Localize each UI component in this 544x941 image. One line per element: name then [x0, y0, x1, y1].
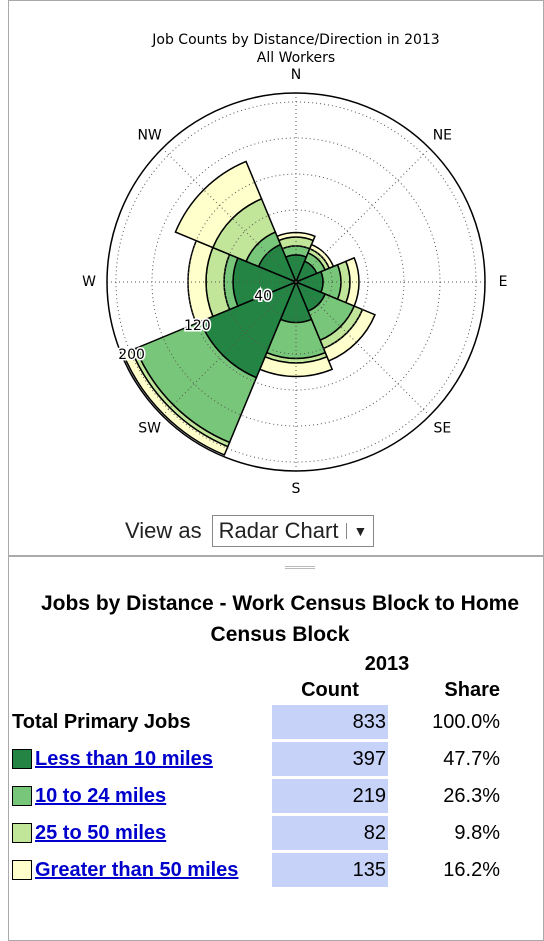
direction-label: S: [292, 481, 301, 497]
count-cell: 135: [272, 853, 388, 887]
count-cell: 397: [272, 742, 388, 776]
share-cell: 16.2%: [443, 858, 500, 881]
legend-link: 25 to 50 miles: [12, 822, 270, 845]
table-row: Less than 10 miles 397 47.7%: [10, 742, 502, 776]
direction-label: W: [82, 274, 96, 290]
direction-label: NE: [433, 128, 452, 144]
outer-circle: [106, 92, 486, 472]
column-header: Count: [301, 679, 359, 701]
r-tick-label: 120: [184, 318, 211, 334]
row-link[interactable]: 25 to 50 miles: [35, 821, 167, 844]
year: 2013: [364, 653, 410, 675]
wedge-segment: [122, 349, 229, 456]
table-title: Jobs by Distance - Work Census Block to …: [40, 592, 520, 646]
table: 2013 Count Share Total Primary Jobs 833 10…: [10, 650, 502, 890]
row-link[interactable]: Greater than 50 miles: [35, 858, 239, 881]
legend-link: Less than 10 miles: [12, 748, 270, 771]
chart-title: Job Counts by Distance/Direction in 2013: [151, 32, 439, 48]
view-select[interactable]: Radar Chart ▼: [211, 515, 375, 547]
legend-link: Greater than 50 miles: [12, 859, 270, 882]
share-cell: 26.3%: [443, 784, 500, 807]
legend-swatch: [12, 860, 32, 880]
table-section: Jobs by Distance - Work Census Block to …: [10, 588, 544, 890]
header-row: Count Share: [10, 679, 502, 702]
r-tick-label: 40: [254, 289, 272, 305]
wedge-segment: [174, 160, 263, 249]
share-cell: 47.7%: [443, 747, 500, 770]
column-header: Share: [444, 679, 500, 701]
direction-label: NW: [137, 128, 161, 144]
row-label: 25 to 50 miles: [10, 816, 272, 850]
legend-swatch: [12, 749, 32, 769]
count-cell: 219: [272, 779, 388, 813]
direction-label: N: [291, 67, 301, 83]
chart-subtitle: All Workers: [257, 50, 335, 66]
direction-label: SW: [138, 420, 161, 436]
row-label: Greater than 50 miles: [10, 853, 272, 887]
splitter[interactable]: [285, 566, 315, 569]
legend-swatch: [12, 823, 32, 843]
table-row: Greater than 50 miles 135 16.2%: [10, 853, 502, 887]
chart: Job Counts by Distance/Direction in 2013…: [82, 32, 508, 497]
view-value: Radar Chart: [218, 518, 339, 543]
row-label: Total Primary Jobs: [12, 710, 191, 733]
count-cell: 833: [272, 705, 388, 739]
table-row: 10 to 24 miles 219 26.3%: [10, 779, 502, 813]
view-label: View as: [125, 518, 202, 543]
direction-label: SE: [434, 420, 452, 436]
row-label: 10 to 24 miles: [10, 779, 272, 813]
legend-link: 10 to 24 miles: [12, 785, 270, 808]
r-tick-label: 200: [118, 347, 145, 363]
wedge-segment: [276, 231, 316, 242]
direction-label: E: [499, 274, 508, 290]
count-cell: 82: [272, 816, 388, 850]
row-link[interactable]: Less than 10 miles: [35, 747, 213, 770]
share-cell: 100.0%: [432, 710, 500, 733]
table-row: Total Primary Jobs 833 100.0%: [10, 705, 502, 739]
grid-spoke: [295, 148, 430, 283]
row-label: Less than 10 miles: [10, 742, 272, 776]
table-row: 25 to 50 miles 82 9.8%: [10, 816, 502, 850]
share-cell: 9.8%: [454, 821, 500, 844]
row-link[interactable]: 10 to 24 miles: [35, 784, 167, 807]
legend-swatch: [12, 786, 32, 806]
year-row: 2013: [10, 653, 502, 676]
view-control: View as Radar Chart ▼: [125, 515, 375, 547]
dropdown-arrow[interactable]: ▼: [346, 523, 367, 539]
